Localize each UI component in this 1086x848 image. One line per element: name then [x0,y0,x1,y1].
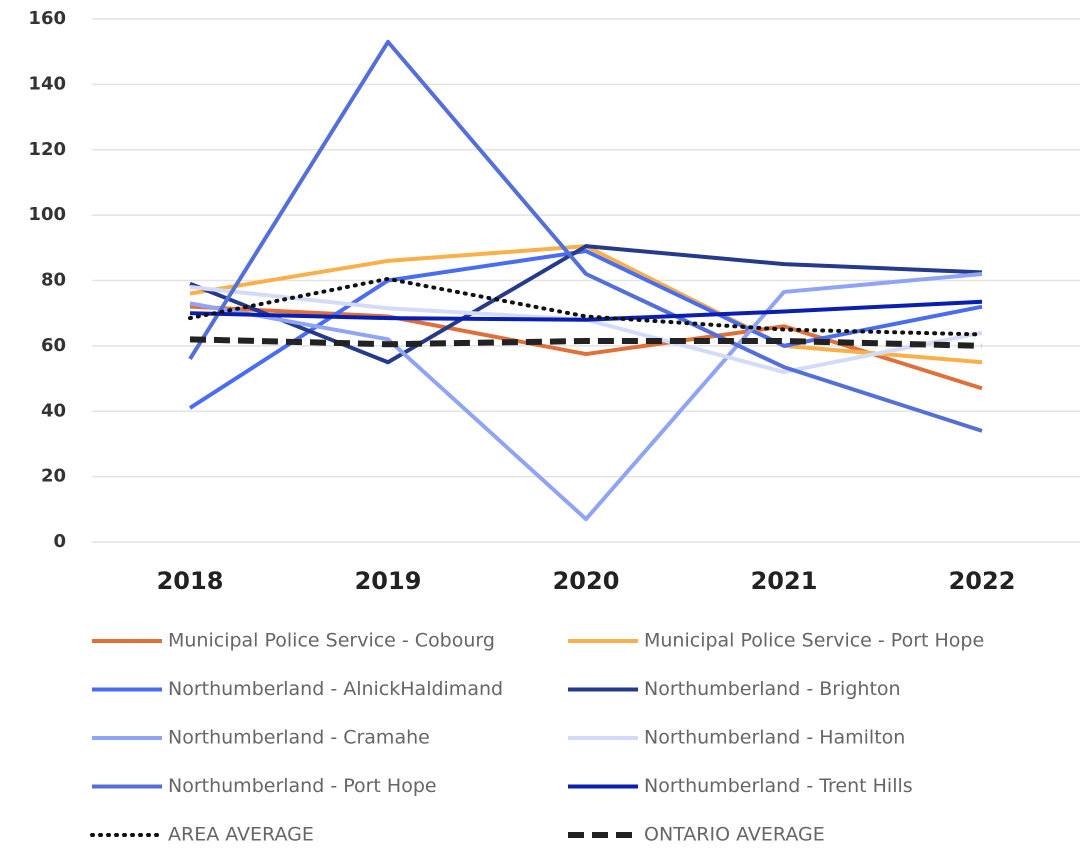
legend-label: Northumberland - Brighton [644,678,901,700]
y-tick-label: 120 [28,139,66,160]
series-line [189,304,983,391]
y-tick-label: 80 [41,270,66,291]
legend-label: Northumberland - Trent Hills [644,775,913,797]
y-tick-label: 0 [53,531,66,552]
legend-label: Municipal Police Service - Cobourg [168,630,495,652]
series-line [188,276,984,337]
y-tick-label: 40 [41,400,66,421]
y-tick-label: 20 [41,466,66,487]
series-line [188,39,983,433]
legend-label: Northumberland - Port Hope [168,775,437,797]
legend-label: Municipal Police Service - Port Hope [644,630,984,652]
series-line [189,271,983,522]
legend-label: AREA AVERAGE [168,824,314,846]
series-line [189,299,983,322]
legend-label: Northumberland - Hamilton [644,727,905,749]
y-tick-label: 140 [28,73,66,94]
y-tick-label: 160 [28,8,66,29]
x-tick-label: 2021 [751,567,818,595]
legend-label: ONTARIO AVERAGE [644,824,825,846]
x-tick-label: 2019 [355,567,422,595]
legend-label: Northumberland - AlnickHaldimand [168,678,503,700]
y-tick-label: 60 [41,335,66,356]
series-line [189,244,983,365]
x-tick-label: 2022 [949,567,1016,595]
x-tick-label: 2020 [553,567,620,595]
x-tick-label: 2018 [157,567,224,595]
series-line [188,249,983,410]
y-tick-label: 100 [28,204,66,225]
series-line [189,336,983,349]
legend-label: Northumberland - Cramahe [168,727,430,749]
